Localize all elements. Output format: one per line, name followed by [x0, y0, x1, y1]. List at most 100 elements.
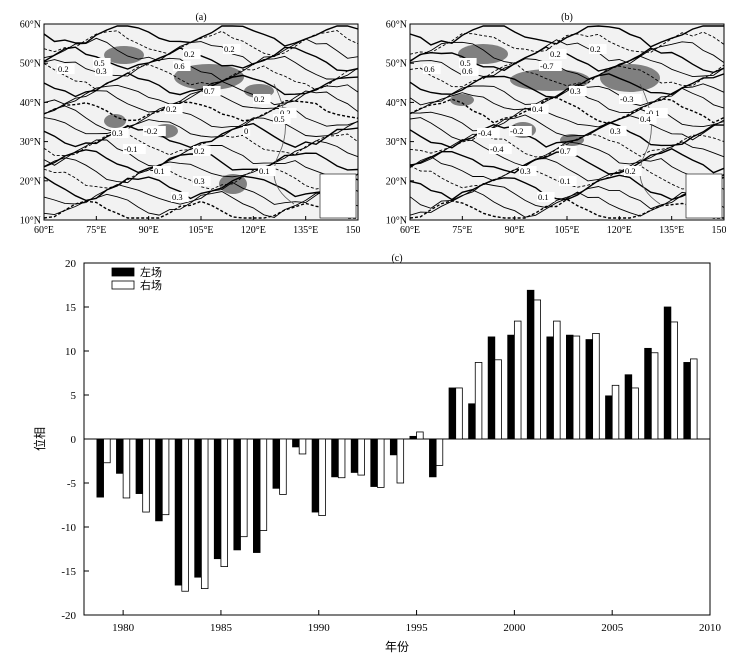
contour-line [43, 117, 359, 138]
bar-左场-1988 [272, 438, 281, 489]
lon-tick-label: 90°E [505, 225, 525, 236]
contour-line [409, 155, 725, 184]
lon-tick-label: 135°E [659, 225, 684, 236]
shaded-region [104, 46, 144, 64]
bar-左场-1996 [429, 438, 437, 478]
bar-右场-1997 [455, 387, 463, 440]
svg-text:0.7: 0.7 [560, 146, 571, 156]
contour-line [409, 25, 724, 48]
lat-tick-label: 40°N [386, 98, 407, 109]
lat-tick-label: 20°N [386, 176, 407, 187]
map-title: (a) [195, 12, 206, 23]
bar-右场-2003 [572, 335, 581, 440]
bar-左场-1995 [409, 435, 417, 440]
lon-tick-label: 135°E [293, 225, 318, 236]
x-tick-label: 2010 [699, 622, 722, 634]
contour-line [409, 96, 725, 125]
contour-line [43, 122, 359, 149]
legend-swatch [111, 267, 135, 277]
bar-右场-1990 [318, 438, 326, 516]
contour-line [409, 39, 725, 65]
y-tick-label: 15 [65, 302, 77, 314]
contour-label: 0.2 [589, 44, 607, 54]
lon-tick-label: 150°E [711, 225, 726, 236]
map-title: (b) [561, 12, 573, 23]
svg-text:0.1: 0.1 [259, 166, 270, 176]
chart-title: (c) [391, 253, 402, 264]
bar-左场-2003 [566, 334, 574, 440]
bar-右场-1988 [279, 438, 287, 495]
svg-text:0.2: 0.2 [58, 64, 69, 74]
lat-tick-label: 50°N [20, 59, 41, 70]
svg-text:0.2: 0.2 [280, 108, 291, 118]
bar-左场-2000 [507, 334, 515, 440]
bar-左场-1979 [96, 438, 104, 498]
bar-左场-2004 [585, 339, 594, 440]
lon-tick-label: 105°E [188, 225, 213, 236]
lat-tick-label: 40°N [20, 98, 41, 109]
lat-tick-label: 20°N [20, 176, 41, 187]
contour-label: 0.4 [531, 104, 549, 114]
contour-label: 0.3 [171, 192, 189, 202]
contour-line [409, 46, 725, 74]
svg-text:0.2: 0.2 [254, 94, 265, 104]
contour-line [409, 62, 725, 88]
contour-label: 0.2 [624, 166, 642, 176]
bar-右场-1982 [161, 438, 170, 516]
contour-label: 0.3 [519, 166, 537, 176]
lat-tick-label: 60°N [386, 20, 407, 31]
contour-label: 0.3 [193, 176, 211, 186]
contour-label: 0.4 [639, 114, 657, 124]
bar-右场-1986 [240, 438, 248, 538]
legend-swatch [111, 280, 135, 290]
y-tick-label: 10 [65, 346, 77, 358]
y-tick-label: 20 [65, 258, 77, 270]
svg-text:0.2: 0.2 [590, 44, 601, 54]
svg-text:0.3: 0.3 [520, 166, 531, 176]
lon-tick-label: 75°E [86, 225, 106, 236]
contour-label: -0.1 [123, 144, 146, 154]
bar-左场-2002 [546, 336, 554, 440]
contour-label: 0.2 [253, 94, 271, 104]
bar-左场-2008 [663, 306, 672, 440]
svg-text:0.3: 0.3 [172, 192, 183, 202]
bar-右场-2000 [513, 320, 522, 440]
bar-左场-1991 [331, 438, 339, 478]
bar-右场-1999 [494, 359, 502, 440]
contour-label: 0.2 [57, 64, 75, 74]
y-tick-label: -20 [61, 610, 76, 622]
map-a-svg: 0.20.50.3 0.60.20.70.20.20.20.2-0.20.3-0.… [20, 12, 371, 236]
bar-左场-1990 [311, 438, 320, 513]
coastline [273, 83, 295, 205]
bar-右场-2009 [690, 358, 698, 440]
contour-label: 0.2 [549, 49, 567, 59]
legend-label: 左场 [140, 265, 162, 279]
bar-左场-1985 [213, 438, 222, 560]
contour-label: 0.7 [559, 146, 577, 156]
bar-右场-1993 [377, 438, 385, 488]
svg-text:0.5: 0.5 [460, 58, 471, 68]
bar-右场-1991 [337, 438, 346, 479]
svg-text:0.3: 0.3 [570, 86, 581, 96]
lon-tick-label: 60°E [400, 225, 420, 236]
bar-左场-1980 [116, 438, 124, 474]
bar-右场-1980 [122, 438, 131, 499]
svg-text:0.2: 0.2 [166, 104, 177, 114]
shaded-region [104, 114, 126, 128]
svg-text:-0.1: -0.1 [124, 144, 137, 154]
lon-tick-label: 105°E [554, 225, 579, 236]
bar-左场-1999 [487, 336, 496, 440]
contour-label: 0.2 [183, 49, 201, 59]
bar-右场-1995 [416, 431, 424, 440]
contour-label: 0.3 [569, 86, 587, 96]
bar-右场-1985 [220, 438, 228, 567]
contour-label: 0.5 [93, 58, 111, 68]
contour-label: 0.7 [203, 86, 221, 96]
contour-line [43, 167, 359, 190]
bar-右场-1996 [435, 438, 444, 466]
svg-text:0.2: 0.2 [194, 146, 205, 156]
lat-tick-label: 30°N [20, 137, 41, 148]
y-tick-label: -10 [61, 522, 76, 534]
contour-label: 0.2 [165, 104, 183, 114]
contour-line [409, 132, 725, 158]
